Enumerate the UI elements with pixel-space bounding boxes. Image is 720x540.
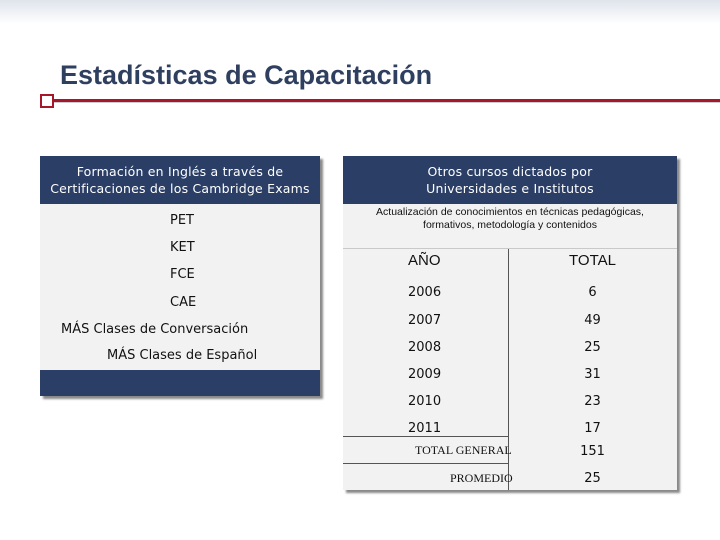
list-item-cae: CAE [170, 295, 197, 310]
table-header-total: TOTAL [569, 252, 616, 269]
table-row-total: 23 [584, 394, 601, 409]
promedio-label: PROMEDIO [450, 471, 513, 485]
promedio-value: 25 [584, 471, 601, 486]
title-underline [48, 99, 720, 102]
summary-top-line [343, 436, 508, 437]
list-item-fce: FCE [170, 267, 195, 282]
courses-header-line2: Universidades e Institutos [426, 181, 594, 196]
slide-title: Estadísticas de Capacitación [60, 60, 433, 90]
table-row-year: 2006 [408, 285, 442, 300]
table-row-total: 6 [588, 285, 597, 300]
courses-panel-header: Otros cursos dictados por Universidades … [343, 156, 677, 204]
list-item-pet: PET [170, 213, 194, 228]
list-item-conversacion: MÁS Clases de Conversación [61, 322, 249, 337]
table-row-total: 17 [584, 421, 601, 436]
table-row-total: 31 [584, 367, 601, 382]
total-general-label: TOTAL GENERAL [415, 443, 512, 457]
cambridge-panel-header: Formación en Inglés a través de Certific… [40, 156, 320, 204]
courses-subheader: Actualización de conocimientos en técnic… [343, 206, 677, 232]
list-item-ket: KET [170, 240, 195, 255]
table-column-divider [508, 248, 509, 490]
list-item-espanol: MÁS Clases de Español [107, 348, 258, 363]
cambridge-header-line2: Certificaciones de los Cambridge Exams [50, 181, 310, 196]
title-bullet-square [40, 94, 54, 108]
top-gradient-band [0, 0, 720, 24]
table-row-total: 25 [584, 340, 601, 355]
table-row-total: 49 [584, 313, 601, 328]
title-underline-shadow [48, 102, 720, 103]
table-row-year: 2010 [408, 394, 442, 409]
total-general-value: 151 [580, 444, 605, 459]
table-row-year: 2007 [408, 313, 442, 328]
table-header-year: AÑO [408, 252, 441, 269]
courses-panel: Otros cursos dictados por Universidades … [343, 156, 677, 490]
cambridge-panel-footer [40, 370, 320, 396]
courses-subheader-line1: Actualización de conocimientos en técnic… [376, 206, 644, 218]
table-row-year: 2011 [408, 421, 442, 436]
cambridge-header-line1: Formación en Inglés a través de [76, 164, 284, 179]
summary-mid-line [343, 463, 508, 464]
courses-subheader-line2: formativos, metodología y contenidos [423, 219, 597, 231]
table-row-year: 2008 [408, 340, 442, 355]
courses-header-line1: Otros cursos dictados por [427, 164, 593, 179]
table-header-divider [343, 248, 677, 249]
table-row-year: 2009 [408, 367, 442, 382]
cambridge-panel: Formación en Inglés a través de Certific… [40, 156, 320, 396]
